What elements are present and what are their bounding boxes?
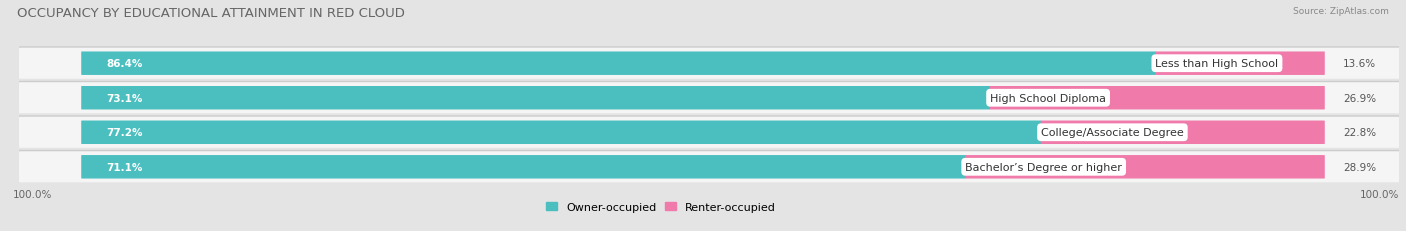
Text: 77.2%: 77.2% — [107, 128, 143, 138]
FancyBboxPatch shape — [965, 155, 1324, 179]
FancyBboxPatch shape — [1154, 52, 1324, 76]
Text: Less than High School: Less than High School — [1156, 59, 1278, 69]
FancyBboxPatch shape — [18, 83, 1399, 114]
Text: 22.8%: 22.8% — [1343, 128, 1376, 138]
Text: Source: ZipAtlas.com: Source: ZipAtlas.com — [1294, 7, 1389, 16]
FancyBboxPatch shape — [18, 150, 1399, 181]
Text: High School Diploma: High School Diploma — [990, 93, 1107, 103]
Text: College/Associate Degree: College/Associate Degree — [1040, 128, 1184, 138]
Text: 100.0%: 100.0% — [13, 189, 52, 199]
FancyBboxPatch shape — [1040, 121, 1324, 144]
Text: 73.1%: 73.1% — [107, 93, 143, 103]
FancyBboxPatch shape — [18, 152, 1399, 182]
Text: OCCUPANCY BY EDUCATIONAL ATTAINMENT IN RED CLOUD: OCCUPANCY BY EDUCATIONAL ATTAINMENT IN R… — [17, 7, 405, 20]
Text: Bachelor’s Degree or higher: Bachelor’s Degree or higher — [966, 162, 1122, 172]
Text: 71.1%: 71.1% — [107, 162, 143, 172]
FancyBboxPatch shape — [82, 87, 990, 110]
FancyBboxPatch shape — [18, 82, 1399, 112]
FancyBboxPatch shape — [82, 52, 1156, 76]
Text: 26.9%: 26.9% — [1343, 93, 1376, 103]
FancyBboxPatch shape — [18, 47, 1399, 78]
FancyBboxPatch shape — [18, 49, 1399, 79]
FancyBboxPatch shape — [82, 155, 966, 179]
Text: 13.6%: 13.6% — [1343, 59, 1376, 69]
FancyBboxPatch shape — [18, 116, 1399, 147]
Text: 86.4%: 86.4% — [107, 59, 143, 69]
FancyBboxPatch shape — [990, 87, 1324, 110]
Text: 28.9%: 28.9% — [1343, 162, 1376, 172]
FancyBboxPatch shape — [18, 117, 1399, 148]
Text: 100.0%: 100.0% — [1360, 189, 1399, 199]
FancyBboxPatch shape — [82, 121, 1042, 144]
Legend: Owner-occupied, Renter-occupied: Owner-occupied, Renter-occupied — [541, 197, 780, 216]
